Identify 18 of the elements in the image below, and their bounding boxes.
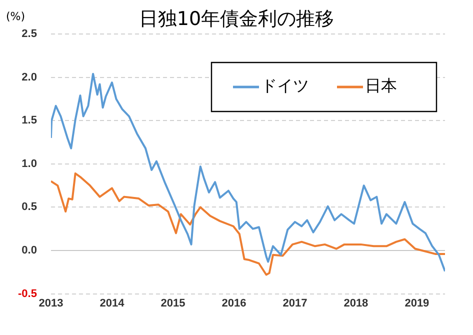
chart-title: 日独10年債金利の推移 <box>138 8 334 30</box>
legend-label: ドイツ <box>261 76 309 96</box>
x-tick-label: 2015 <box>160 297 186 310</box>
y-tick-label: 2.5 <box>22 28 37 40</box>
x-tick-label: 2017 <box>282 297 308 310</box>
y-tick-label: -0.5 <box>18 288 37 300</box>
y-tick-label: 0.5 <box>22 201 37 214</box>
y-tick-label: 2.0 <box>22 71 37 84</box>
y-axis-title: (%) <box>6 10 26 23</box>
y-tick-label: 1.0 <box>22 158 37 170</box>
y-tick-label: 1.5 <box>22 114 37 127</box>
legend-label: 日本 <box>365 76 397 96</box>
x-tick-label: 2013 <box>38 297 64 310</box>
x-tick-label: 2014 <box>100 297 126 310</box>
x-tick-label: 2018 <box>344 297 368 310</box>
x-tick-label: 2016 <box>222 297 246 310</box>
y-tick-label: 0.0 <box>22 244 37 257</box>
x-tick-label: 2019 <box>404 297 430 310</box>
